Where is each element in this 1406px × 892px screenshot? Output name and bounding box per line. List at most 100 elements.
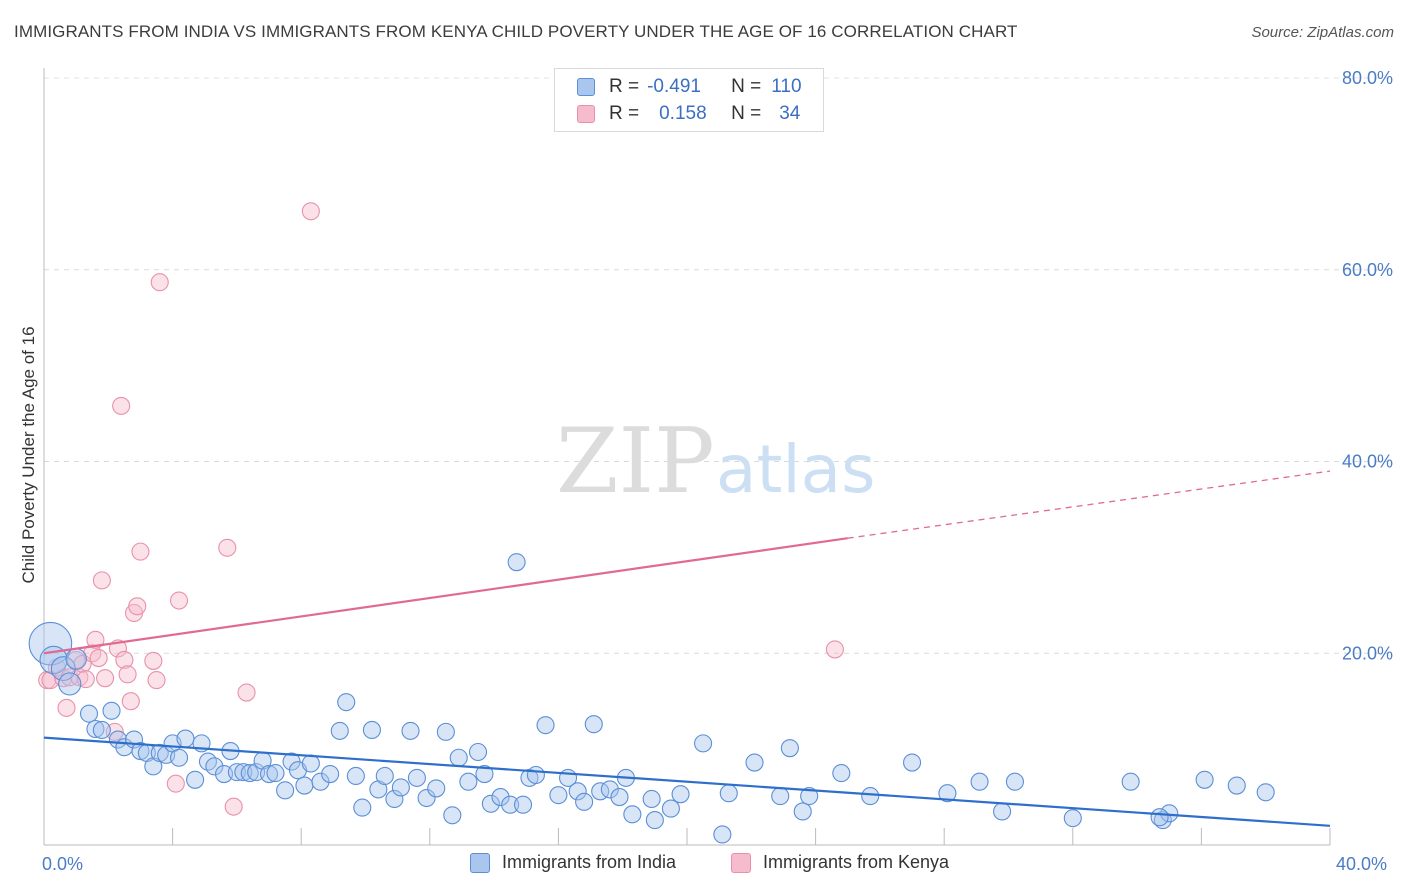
india-point-56 <box>459 772 478 791</box>
india-n-value: 110 <box>771 76 802 97</box>
x-tick-label-min: 0.0% <box>42 854 83 874</box>
india-point-41 <box>337 693 356 712</box>
india-point-46 <box>375 766 394 786</box>
india-point-39 <box>321 765 340 784</box>
kenya-point-28 <box>169 591 189 610</box>
india-point-95 <box>1005 772 1024 791</box>
india-point-83 <box>719 784 738 803</box>
kenya-point-26 <box>150 273 169 292</box>
india-point-100 <box>1150 808 1169 827</box>
y-tick-label-0: 20.0% <box>1342 643 1393 663</box>
india-point-43 <box>353 798 372 817</box>
kenya-r-value: 0.158 <box>659 103 707 124</box>
india-point-23 <box>205 757 224 776</box>
kenya-point-22 <box>128 597 147 616</box>
india-point-82 <box>713 825 732 844</box>
india-point-26 <box>227 763 246 782</box>
kenya-point-24 <box>144 651 163 670</box>
india-point-94 <box>993 802 1012 821</box>
india-point-71 <box>584 715 603 734</box>
india-point-93 <box>970 772 989 791</box>
india-point-47 <box>385 789 404 809</box>
india-point-103 <box>1256 783 1275 802</box>
kenya-n-label: N = <box>731 103 762 124</box>
india-point-38 <box>311 772 330 791</box>
india-point-78 <box>645 811 664 830</box>
india-point-86 <box>780 739 799 758</box>
axes <box>43 68 1331 846</box>
india-point-37 <box>301 754 320 773</box>
india-point-90 <box>861 787 880 806</box>
india-point-20 <box>186 770 205 789</box>
correlation-legend: R = -0.491 N = 110 R = 0.158 N = 34 <box>554 68 824 132</box>
india-point-52 <box>427 779 446 798</box>
kenya-n-value: 34 <box>779 103 801 124</box>
bottom-kenya-label: Immigrants from Kenya <box>763 852 950 872</box>
india-point-3 <box>58 672 82 696</box>
india-point-67 <box>549 786 568 805</box>
india-point-70 <box>575 792 594 811</box>
bottom-india-swatch <box>470 852 490 873</box>
india-point-40 <box>330 721 349 740</box>
kenya-point-19 <box>118 665 137 684</box>
india-point-59 <box>481 794 500 813</box>
india-point-8 <box>102 701 121 720</box>
kenya-trend-extension <box>847 470 1331 539</box>
india-point-91 <box>902 753 922 772</box>
india-point-19 <box>176 729 195 748</box>
kenya-point-18 <box>115 650 134 670</box>
legend-row-india: R = -0.491 N = 110 <box>577 74 802 100</box>
india-swatch <box>577 78 595 96</box>
india-point-53 <box>436 722 455 741</box>
india-r-value: -0.491 <box>647 76 701 97</box>
source-label: Source: ZipAtlas.com <box>1251 24 1394 41</box>
india-point-5 <box>79 704 99 723</box>
kenya-point-20 <box>121 692 140 711</box>
india-point-2 <box>50 656 76 682</box>
india-point-88 <box>800 787 819 806</box>
grid-lines <box>44 77 1394 654</box>
india-point-65 <box>526 765 545 785</box>
india-point-4 <box>65 648 87 670</box>
india-point-87 <box>793 802 812 821</box>
india-point-69 <box>568 782 587 801</box>
india-point-31 <box>259 765 279 784</box>
kenya-point-25 <box>147 671 166 690</box>
india-point-33 <box>276 781 295 800</box>
india-series <box>28 553 1275 844</box>
india-trend-line <box>43 736 1331 827</box>
kenya-point-17 <box>112 396 131 415</box>
india-point-54 <box>443 806 462 825</box>
kenya-point-32 <box>301 202 320 221</box>
india-point-80 <box>671 785 690 804</box>
trend-lines <box>43 470 1331 827</box>
watermark-zip: ZIP <box>556 409 715 514</box>
bottom-kenya-swatch <box>731 852 751 873</box>
india-r-label: R = <box>609 76 640 97</box>
kenya-point-14 <box>96 669 115 688</box>
india-point-96 <box>1063 809 1082 828</box>
kenya-swatch <box>577 105 595 123</box>
india-point-61 <box>501 795 520 814</box>
kenya-point-4 <box>57 698 76 717</box>
y-tick-labels: 20.0% 40.0% 60.0% 80.0% <box>1342 68 1393 663</box>
india-point-42 <box>346 766 365 786</box>
bottom-india-label: Immigrants from India <box>502 852 677 872</box>
india-point-62 <box>507 553 526 572</box>
india-point-77 <box>642 789 661 809</box>
india-point-27 <box>234 763 253 782</box>
india-point-85 <box>771 787 790 806</box>
india-point-55 <box>449 748 468 767</box>
india-point-76 <box>623 805 642 824</box>
india-point-79 <box>661 799 680 818</box>
y-tick-label-2: 60.0% <box>1342 260 1393 280</box>
kenya-point-29 <box>218 538 237 557</box>
kenya-point-11 <box>86 630 105 649</box>
y-tick-label-3: 80.0% <box>1342 68 1393 88</box>
kenya-r-label: R = <box>609 103 640 124</box>
legend-row-kenya: R = 0.158 N = 34 <box>577 101 800 127</box>
india-point-60 <box>491 788 510 807</box>
kenya-point-23 <box>131 542 150 561</box>
india-point-89 <box>832 764 851 783</box>
